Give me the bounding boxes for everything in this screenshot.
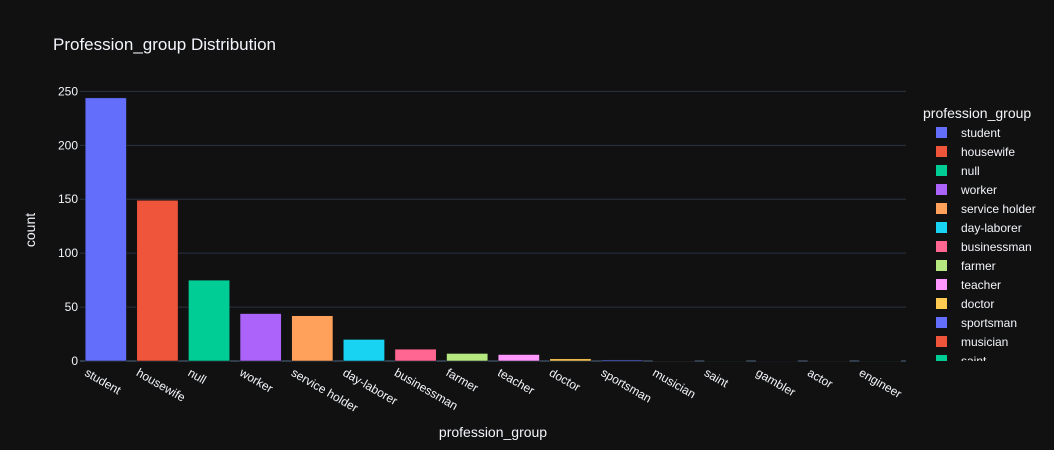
legend-item[interactable]: student: [936, 126, 1001, 140]
bar-musician[interactable]: [652, 360, 695, 362]
bar-businessman[interactable]: [394, 348, 437, 362]
legend-swatch: [936, 165, 947, 176]
legend-item[interactable]: musician: [936, 335, 1008, 349]
legend-swatch: [936, 127, 947, 138]
x-tick-label: gambler: [753, 365, 798, 399]
legend-swatch: [936, 393, 947, 404]
y-tick-label: 100: [58, 246, 78, 260]
x-tick-label: musician: [650, 365, 698, 401]
legend-item[interactable]: worker: [936, 183, 997, 197]
bar-service-holder[interactable]: [291, 315, 334, 362]
x-tick-label: engineer: [857, 365, 904, 400]
legend-item[interactable]: null: [936, 164, 980, 178]
x-tick-label: null: [186, 365, 209, 386]
y-tick-label: 250: [58, 84, 78, 98]
legend-swatch: [936, 241, 947, 252]
x-tick-label: actor: [805, 365, 835, 390]
x-tick-label: student: [82, 365, 124, 397]
legend-swatch: [936, 260, 947, 271]
y-axis-title: count: [22, 213, 38, 247]
legend-label: teacher: [961, 278, 1001, 292]
legend-label: farmer: [961, 259, 996, 273]
bar-day-laborer[interactable]: [343, 339, 385, 362]
y-axis-ticks: 0 50 100 150 200 250: [58, 84, 78, 368]
bar-saint[interactable]: [704, 360, 747, 362]
legend-item[interactable]: housewife: [936, 145, 1015, 159]
legend-item[interactable]: teacher: [936, 278, 1001, 292]
legend-item[interactable]: gambler: [936, 373, 1004, 387]
legend-label: day-laborer: [961, 221, 1022, 235]
legend-label: businessman: [961, 240, 1032, 254]
x-axis-title: profession_group: [439, 424, 547, 440]
bar-student[interactable]: [84, 97, 127, 362]
legend-swatch: [936, 374, 947, 385]
legend-swatch: [936, 412, 947, 423]
legend-item[interactable]: actor: [936, 392, 988, 406]
legend-item[interactable]: farmer: [936, 259, 996, 273]
legend-label: worker: [960, 183, 997, 197]
legend-title: profession_group: [923, 105, 1031, 121]
bar-farmer[interactable]: [446, 353, 489, 362]
x-tick-label: teacher: [495, 365, 537, 397]
x-tick-label: housewife: [134, 365, 188, 404]
legend-label: student: [961, 126, 1001, 140]
legend-label: actor: [961, 392, 988, 406]
y-tick-label: 0: [71, 354, 78, 368]
legend-label: gambler: [961, 373, 1004, 387]
bar-sportsman[interactable]: [601, 359, 643, 362]
chart-title: Profession_group Distribution: [53, 35, 276, 54]
legend[interactable]: profession_group student housewife null wor…: [923, 105, 1036, 425]
legend-label: musician: [961, 335, 1008, 349]
bar-engineer[interactable]: [859, 360, 902, 362]
x-tick-label: doctor: [547, 365, 583, 394]
x-tick-label: sportsman: [599, 365, 655, 405]
legend-item[interactable]: engineer: [936, 411, 1008, 425]
bar-gambler[interactable]: [756, 360, 798, 362]
legend-swatch: [936, 146, 947, 157]
legend-item[interactable]: sportsman: [936, 316, 1017, 330]
x-tick-label: saint: [702, 365, 732, 390]
legend-swatch: [936, 317, 947, 328]
bar-actor[interactable]: [807, 360, 850, 362]
bar-null[interactable]: [188, 279, 230, 362]
bar-teacher[interactable]: [497, 354, 540, 362]
legend-label: engineer: [961, 411, 1008, 425]
y-tick-label: 50: [65, 300, 79, 314]
legend-swatch: [936, 222, 947, 233]
legend-item[interactable]: businessman: [936, 240, 1032, 254]
legend-swatch: [936, 184, 947, 195]
legend-label: saint: [961, 354, 987, 368]
bar-housewife[interactable]: [136, 200, 179, 362]
legend-swatch: [936, 298, 947, 309]
bar-doctor[interactable]: [549, 358, 592, 362]
legend-label: housewife: [961, 145, 1015, 159]
y-tick-label: 200: [58, 138, 78, 152]
legend-swatch: [936, 279, 947, 290]
legend-swatch: [936, 336, 947, 347]
legend-item[interactable]: day-laborer: [936, 221, 1022, 235]
legend-swatch: [936, 203, 947, 214]
legend-item[interactable]: saint: [936, 354, 987, 368]
legend-item[interactable]: doctor: [936, 297, 994, 311]
legend-item[interactable]: service holder: [936, 202, 1036, 216]
legend-swatch: [936, 355, 947, 361]
legend-label: null: [961, 164, 980, 178]
legend-label: doctor: [961, 297, 994, 311]
x-tick-label: worker: [236, 365, 275, 396]
legend-label: service holder: [961, 202, 1036, 216]
x-tick-label: farmer: [444, 365, 481, 394]
legend-label: sportsman: [961, 316, 1017, 330]
y-tick-label: 150: [58, 192, 78, 206]
bar-worker[interactable]: [239, 313, 282, 362]
bars: [84, 97, 902, 362]
